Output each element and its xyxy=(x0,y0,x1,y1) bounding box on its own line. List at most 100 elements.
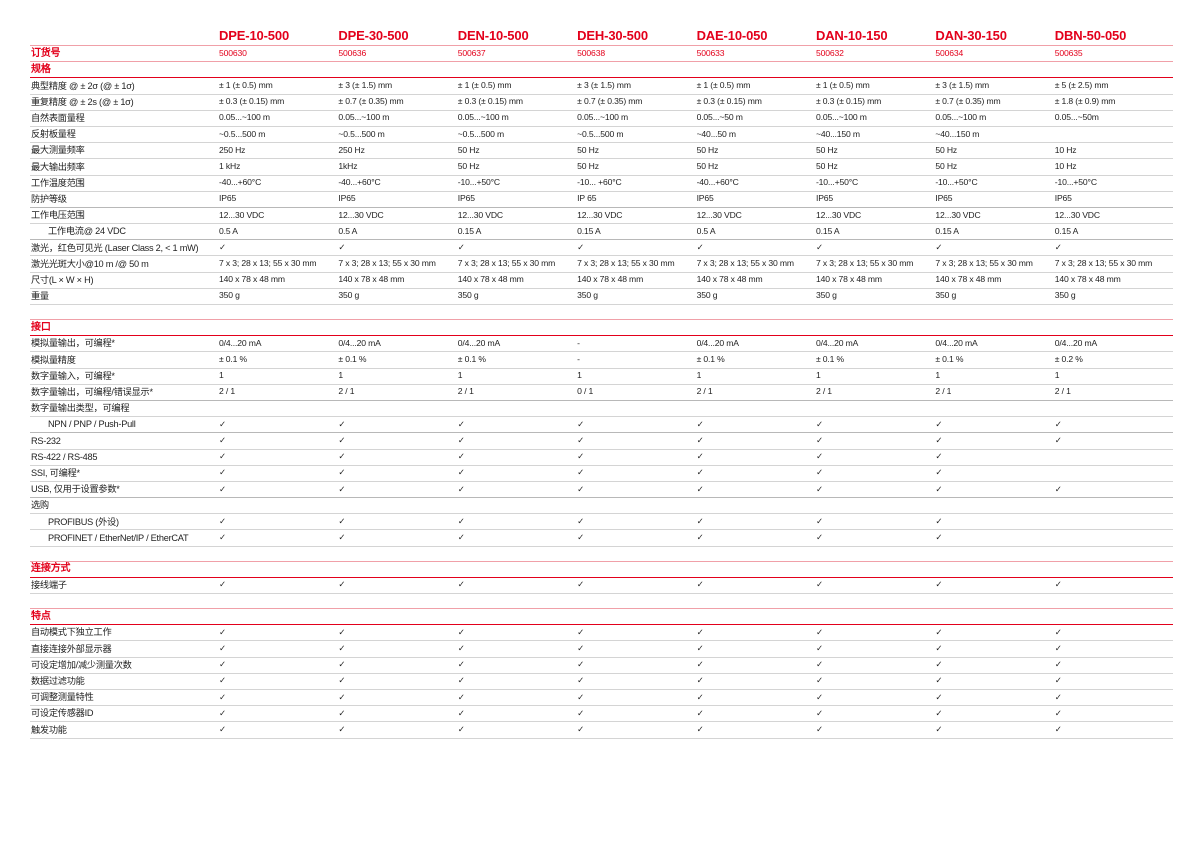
check-icon: ✓ xyxy=(218,465,338,482)
cell-value: ~40...150 m xyxy=(814,126,935,144)
cell-value xyxy=(456,497,577,515)
spacer xyxy=(30,304,1174,320)
check-icon: ✓ xyxy=(576,465,696,482)
row-label: 工作电压范围 xyxy=(30,207,218,225)
check-icon: ✓ xyxy=(337,657,457,674)
model-name: DPE-30-500 xyxy=(337,27,457,46)
check-icon: ✓ xyxy=(695,624,815,642)
row-label: 触发功能 xyxy=(30,721,218,739)
cell-value: 0.05...~100 m xyxy=(814,110,935,127)
check-icon: ✓ xyxy=(218,721,338,739)
cell-value: 0.5 A xyxy=(695,223,815,241)
section-spacer xyxy=(30,304,1174,320)
check-icon: ✓ xyxy=(576,481,696,499)
header-blank xyxy=(30,27,218,46)
check-icon: ✓ xyxy=(695,481,815,499)
cell-value: IP65 xyxy=(814,191,935,208)
check-icon: ✓ xyxy=(576,705,696,723)
cell-value xyxy=(218,400,338,418)
cell-value: IP 65 xyxy=(576,191,696,208)
cell-value: ± 0.1 % xyxy=(934,351,1054,369)
cell-value: 12...30 VDC xyxy=(456,207,577,225)
cell-value: 1 xyxy=(337,368,457,385)
section-title: 接口 xyxy=(30,319,1174,337)
check-icon: ✓ xyxy=(337,449,457,466)
cell-value xyxy=(814,497,935,515)
cell-value xyxy=(1053,465,1174,482)
cell-value: IP65 xyxy=(337,191,457,208)
cell-value: 12...30 VDC xyxy=(576,207,696,225)
cell-value: 350 g xyxy=(456,288,577,306)
check-icon: ✓ xyxy=(1053,705,1174,723)
section-title: 连接方式 xyxy=(30,561,1174,578)
row-label: 可设定传感器ID xyxy=(30,705,218,723)
cell-value: 0.05...~100 m xyxy=(456,110,577,127)
table-row: 数据过滤功能 ✓ ✓ ✓ ✓ ✓ ✓ ✓ ✓ xyxy=(30,673,1174,690)
check-icon: ✓ xyxy=(576,657,696,674)
model-name: DPE-10-500 xyxy=(218,27,338,46)
row-label: RS-422 / RS-485 xyxy=(30,449,218,466)
order-number: 500633 xyxy=(695,45,815,63)
section-spacer xyxy=(30,593,1174,609)
cell-value: 7 x 3; 28 x 13; 55 x 30 mm xyxy=(934,255,1054,273)
check-icon: ✓ xyxy=(934,657,1054,674)
check-icon: ✓ xyxy=(814,640,935,658)
cell-value: 0/4...20 mA xyxy=(456,335,577,353)
cell-value: -40...+60°C xyxy=(337,175,457,192)
check-icon: ✓ xyxy=(695,465,815,482)
check-icon: ✓ xyxy=(934,705,1054,723)
check-icon: ✓ xyxy=(337,721,457,739)
cell-value: 0/4...20 mA xyxy=(218,335,338,353)
cell-value: ± 1 (± 0.5) mm xyxy=(695,77,815,95)
table-row: 重复精度 @ ± 2s (@ ± 1σ) ± 0.3 (± 0.15) mm ± 0… xyxy=(30,94,1174,111)
check-icon: ✓ xyxy=(814,416,935,434)
check-icon: ✓ xyxy=(576,416,696,434)
check-icon: ✓ xyxy=(456,481,577,499)
spec-table-sheet: DPE-10-500 DPE-30-500 DEN-10-500 DEH-30-500… xyxy=(30,27,1174,739)
cell-value: 50 Hz xyxy=(695,158,815,176)
check-icon: ✓ xyxy=(934,239,1054,257)
cell-value: 12...30 VDC xyxy=(814,207,935,225)
row-label: 激光，红色可见光 (Laser Class 2, < 1 mW) xyxy=(30,239,218,257)
cell-value: ± 3 (± 1.5) mm xyxy=(576,77,696,95)
table-row: 模拟量输出，可编程* 0/4...20 mA 0/4...20 mA 0/4...20… xyxy=(30,335,1174,353)
section-title: 规格 xyxy=(30,61,1174,79)
cell-value: 10 Hz xyxy=(1053,142,1174,160)
check-icon: ✓ xyxy=(695,577,815,595)
check-icon: ✓ xyxy=(695,689,815,707)
cell-value: 7 x 3; 28 x 13; 55 x 30 mm xyxy=(1053,255,1174,273)
table-row: PROFIBUS (外设) ✓ ✓ ✓ ✓ ✓ ✓ ✓ xyxy=(30,513,1174,531)
cell-value: 0.15 A xyxy=(576,223,696,241)
row-label: RS-232 xyxy=(30,432,218,450)
cell-value: 12...30 VDC xyxy=(934,207,1054,225)
cell-value: 2 / 1 xyxy=(456,384,577,401)
row-label: 最大测量频率 xyxy=(30,142,218,160)
row-label: 模拟量输出，可编程* xyxy=(30,335,218,353)
check-icon: ✓ xyxy=(1053,640,1174,658)
cell-value: - xyxy=(576,335,696,353)
cell-value: ± 0.1 % xyxy=(456,351,577,369)
cell-value: -40...+60°C xyxy=(218,175,338,192)
check-icon: ✓ xyxy=(695,449,815,466)
check-icon: ✓ xyxy=(218,624,338,642)
cell-value: 350 g xyxy=(576,288,696,306)
check-icon: ✓ xyxy=(1053,432,1174,450)
cell-value: ± 1 (± 0.5) mm xyxy=(218,77,338,95)
model-name: DEN-10-500 xyxy=(456,27,577,46)
check-icon: ✓ xyxy=(576,624,696,642)
cell-value: ± 0.7 (± 0.35) mm xyxy=(934,94,1054,111)
order-number: 500634 xyxy=(934,45,1054,63)
section-spacer xyxy=(30,546,1174,562)
check-icon: ✓ xyxy=(934,465,1054,482)
cell-value: ± 3 (± 1.5) mm xyxy=(337,77,457,95)
check-icon: ✓ xyxy=(934,481,1054,499)
cell-value: 7 x 3; 28 x 13; 55 x 30 mm xyxy=(337,255,457,273)
cell-value: 140 x 78 x 48 mm xyxy=(695,272,815,289)
check-icon: ✓ xyxy=(695,705,815,723)
check-icon: ✓ xyxy=(337,624,457,642)
cell-value xyxy=(218,497,338,515)
cell-value: 350 g xyxy=(934,288,1054,306)
cell-value: 140 x 78 x 48 mm xyxy=(1053,272,1174,289)
check-icon: ✓ xyxy=(1053,416,1174,434)
